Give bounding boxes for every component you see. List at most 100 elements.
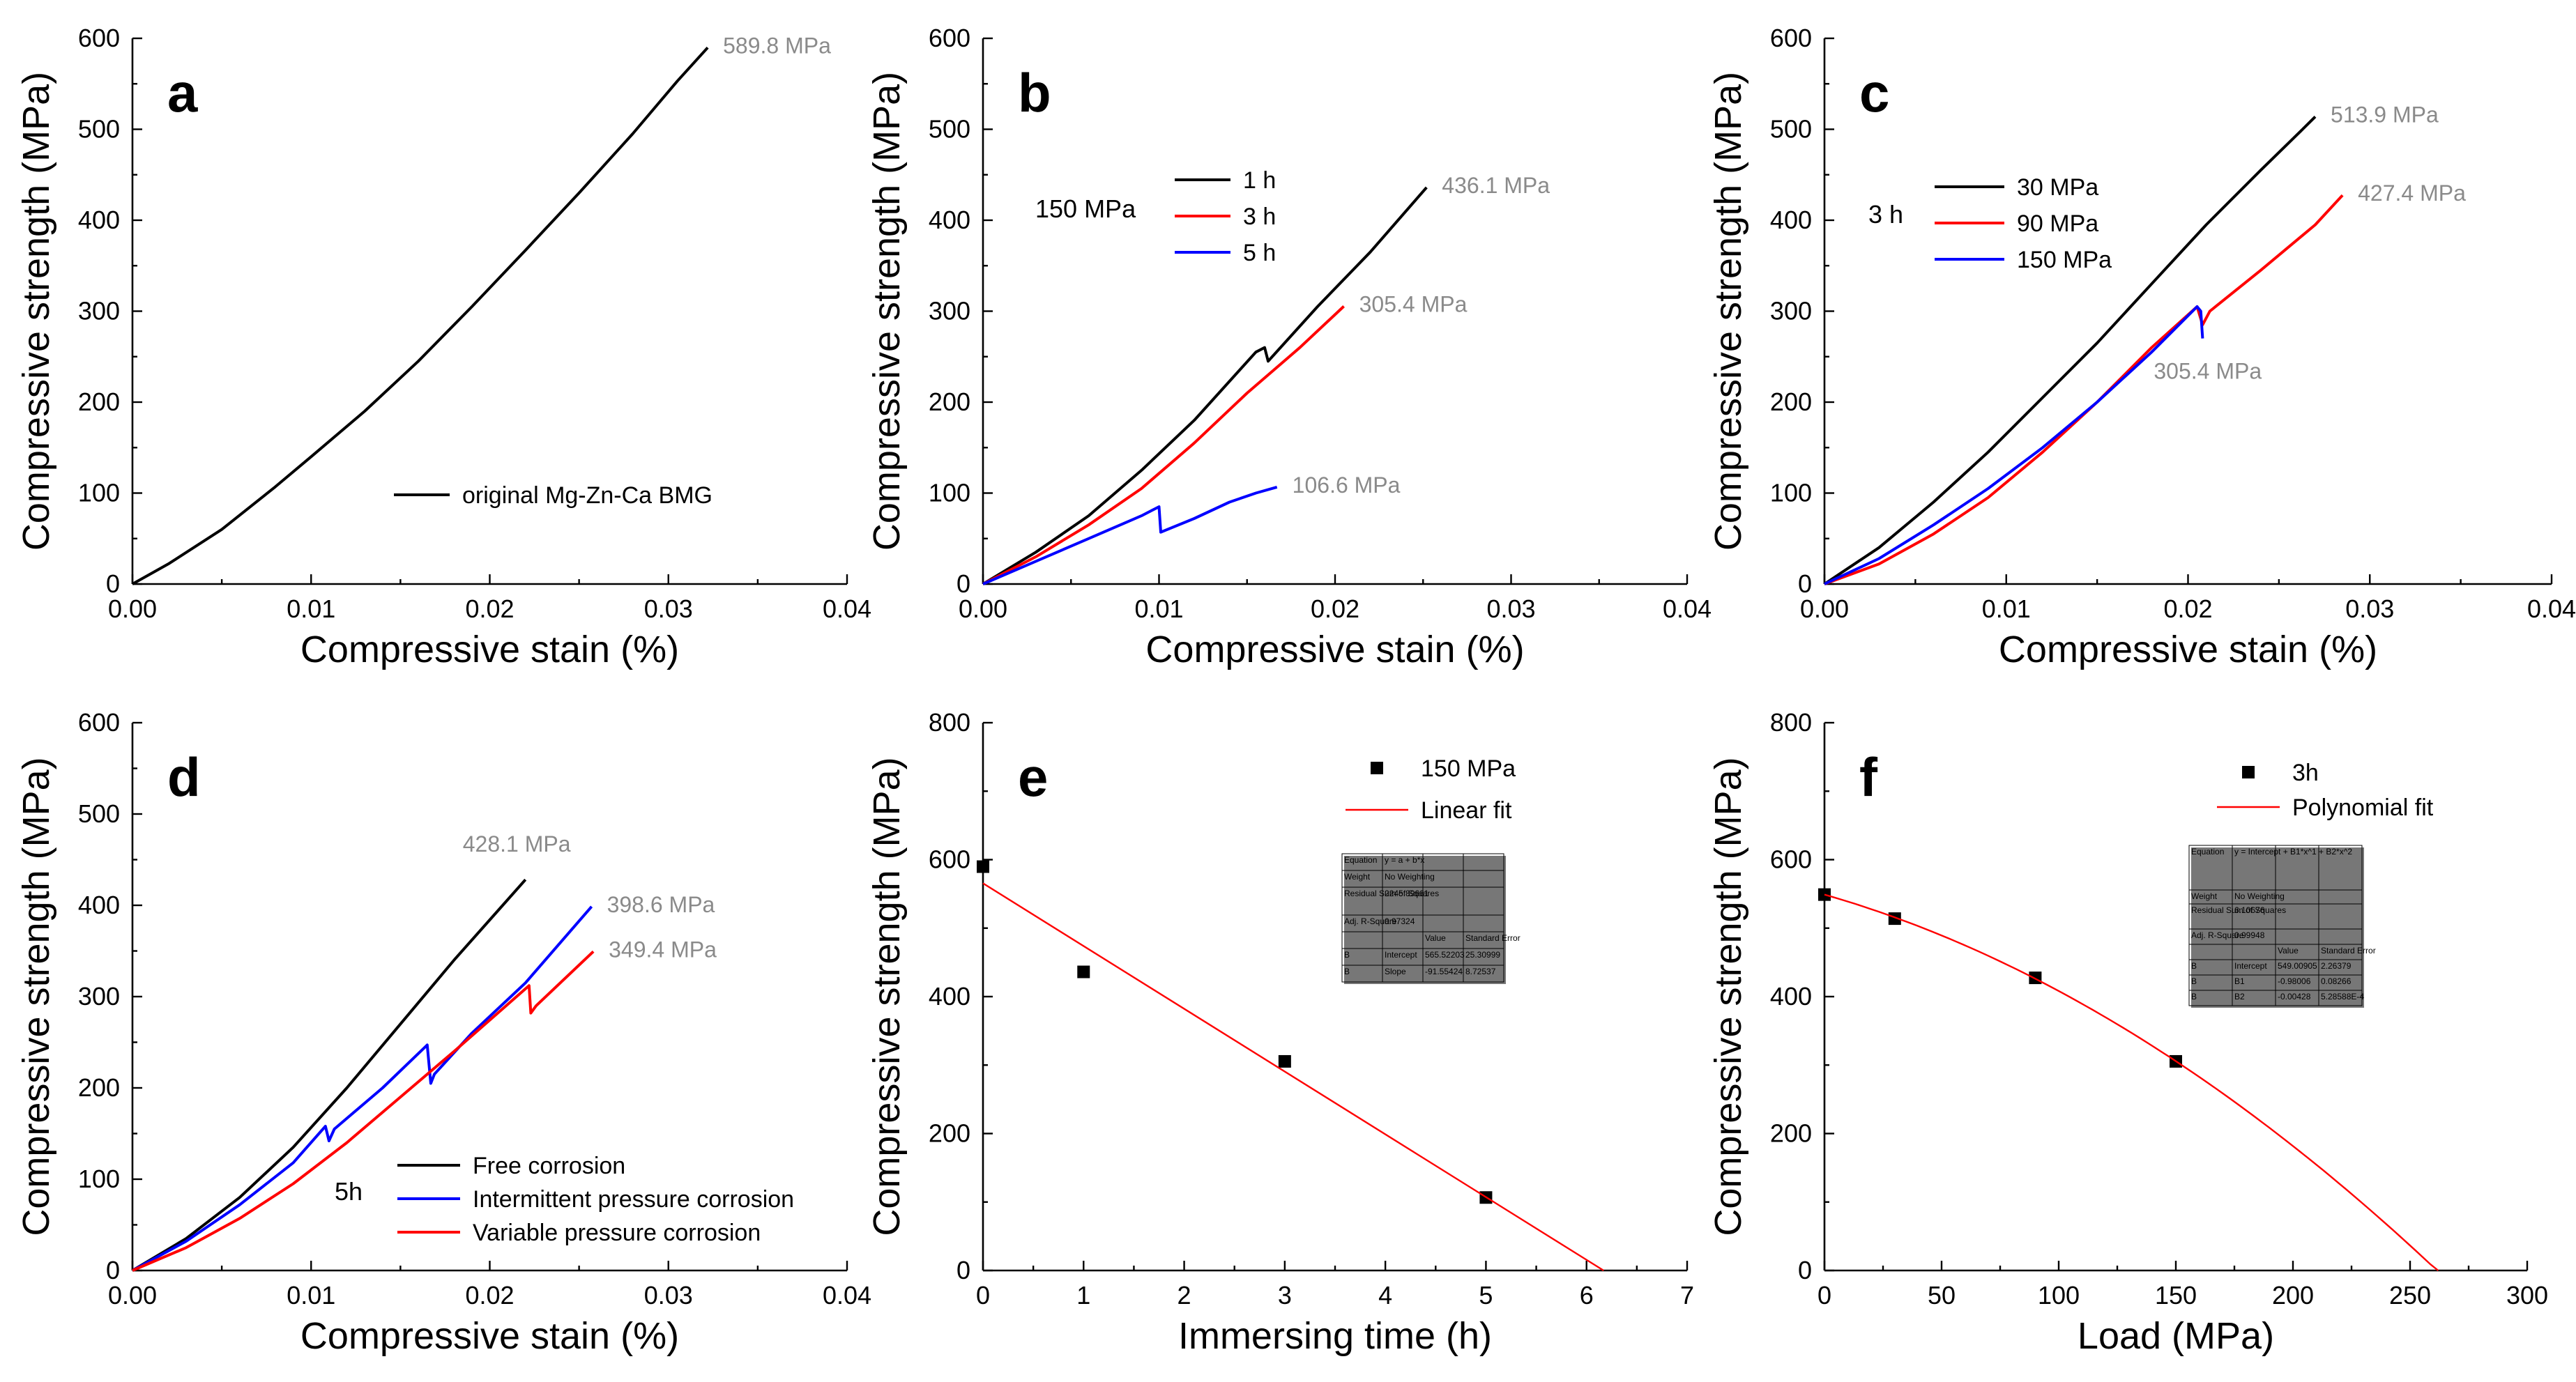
panel-c: 0.00 0.01 0.02 0.03 0.04 0 100 200 300 400 500 600 C…	[1707, 24, 2576, 670]
x-tick-label: 0.04	[1663, 594, 1712, 623]
table-cell: Intercept	[1385, 950, 1417, 960]
series-line	[132, 905, 593, 1272]
table-shadow	[1344, 856, 1506, 984]
y-axis-label: Compressive strength (MPa)	[866, 72, 908, 551]
y-tick-label: 400	[1770, 982, 1812, 1011]
x-tick-label: 0.04	[823, 594, 871, 623]
table-cell: Weight	[1344, 872, 1371, 882]
x-tick-label: 0.04	[2527, 594, 2576, 623]
x-axis-label: Immersing time (h)	[1178, 1315, 1492, 1357]
table-cell: Slope	[1385, 967, 1406, 976]
table-cell: 8.72537	[1465, 967, 1496, 976]
table-cell: 25.30999	[1465, 950, 1500, 960]
table-cell: Value	[1425, 933, 1446, 943]
x-tick-label: 0.00	[1800, 594, 1849, 623]
legend-label: 3 h	[1243, 204, 1276, 230]
series-line	[982, 485, 1278, 585]
y-tick-label: 200	[78, 1073, 120, 1102]
value-annotation: 305.4 MPa	[2154, 359, 2262, 384]
x-tick-label: 0.00	[959, 594, 1007, 623]
value-annotation: 436.1 MPa	[1442, 173, 1550, 198]
legend-label: Variable pressure corrosion	[473, 1220, 761, 1246]
y-tick-label: 600	[1770, 24, 1812, 52]
y-tick-label: 300	[929, 297, 970, 325]
y-tick-label: 200	[929, 1119, 970, 1148]
x-tick-label: 0	[1817, 1281, 1831, 1310]
x-tick-label: 0.03	[644, 1281, 693, 1310]
y-tick-label: 400	[1770, 206, 1812, 234]
panel-letter: a	[167, 62, 198, 123]
x-tick-label: 50	[1928, 1281, 1956, 1310]
legend-label: Linear fit	[1421, 797, 1512, 824]
x-tick-label: 5	[1479, 1281, 1493, 1310]
y-tick-label: 600	[929, 845, 970, 874]
table-cell: 6.10676	[2234, 905, 2265, 915]
legend-label: 150 MPa	[2017, 247, 2112, 273]
x-tick-label: 0.02	[465, 594, 514, 623]
panel-d: 0.00 0.01 0.02 0.03 0.04 0 100 200 300 400 500 600 C…	[15, 708, 871, 1357]
y-tick-label: 600	[78, 24, 120, 52]
x-tick-label: 0.03	[2345, 594, 2394, 623]
series-line	[131, 878, 527, 1272]
fit-line	[982, 882, 1604, 1272]
y-tick-label: 0	[106, 569, 120, 598]
table-cell: B	[2191, 961, 2197, 971]
legend-label: Intermittent pressure corrosion	[473, 1186, 794, 1213]
x-tick-label: 250	[2389, 1281, 2431, 1310]
y-tick-label: 600	[1770, 845, 1812, 874]
legend-label: Free corrosion	[473, 1153, 625, 1179]
table-cell: Residual Sum of Squares	[2191, 905, 2286, 915]
table-cell: Standard Error	[1465, 933, 1521, 943]
table-cell: Adj. R-Square	[2191, 930, 2244, 940]
panel-f: 0 50 100 150 200 250 300 0 200 400 600 800 Load (MPa…	[1707, 708, 2548, 1357]
series-line	[132, 950, 595, 1272]
y-tick-label: 600	[929, 24, 970, 52]
x-tick-label: 300	[2506, 1281, 2548, 1310]
series-line	[1824, 194, 2344, 585]
table-cell: B	[1344, 950, 1350, 960]
table-cell: y = Intercept + B1*x^1 + B2*x^2	[2234, 847, 2352, 857]
y-tick-label: 100	[78, 479, 120, 507]
x-axis-label: Load (MPa)	[2078, 1315, 2274, 1357]
table-cell: B	[2191, 992, 2197, 1001]
x-tick-label: 0.01	[287, 1281, 335, 1310]
x-tick-label: 0.01	[1134, 594, 1183, 623]
y-axis-label: Compressive strength (MPa)	[1707, 757, 1749, 1236]
panel-e: 0 1 2 3 4 5 6 7 0 200 400 600 800 Immersing time (h) C…	[866, 708, 1694, 1357]
legend-title: 5h	[335, 1177, 363, 1206]
series-line	[1824, 305, 2204, 585]
y-tick-label: 400	[78, 891, 120, 919]
table-cell: Equation	[1344, 855, 1377, 865]
y-tick-label: 0	[1798, 569, 1812, 598]
table-shadow	[2191, 847, 2364, 1008]
y-tick-label: 0	[1798, 1256, 1812, 1284]
legend-label: Polynomial fit	[2292, 794, 2434, 821]
y-tick-label: 300	[1770, 297, 1812, 325]
x-tick-label: 100	[2038, 1281, 2080, 1310]
panel-letter: c	[1859, 62, 1889, 123]
table-cell: 565.52203	[1425, 950, 1465, 960]
table-cell: 549.00905	[2278, 961, 2317, 971]
x-tick-label: 0.00	[108, 594, 157, 623]
y-tick-label: 200	[78, 387, 120, 416]
table-cell: 0.97324	[1385, 916, 1415, 926]
legend-label: 90 MPa	[2017, 210, 2098, 237]
series-line	[982, 186, 1428, 585]
table-cell: -0.00428	[2278, 992, 2311, 1001]
table-cell: -91.55424	[1425, 967, 1463, 976]
legend-marker	[2242, 766, 2255, 778]
x-tick-label: 0.01	[287, 594, 335, 623]
value-annotation: 106.6 MPa	[1293, 473, 1401, 498]
x-axis-label: Compressive stain (%)	[1145, 629, 1524, 670]
x-tick-label: 0.03	[644, 594, 693, 623]
table-cell: Residual Sum of Squares	[1344, 889, 1439, 898]
table-cell: Standard Error	[2321, 946, 2376, 955]
y-tick-label: 300	[78, 982, 120, 1011]
y-axis-label: Compressive strength (MPa)	[1707, 72, 1749, 551]
y-tick-label: 100	[78, 1165, 120, 1193]
y-tick-label: 500	[929, 115, 970, 144]
table-cell: No Weighting	[1385, 872, 1435, 882]
table-cell: 0.08266	[2321, 976, 2352, 986]
value-annotation: 398.6 MPa	[607, 892, 715, 917]
y-tick-label: 800	[929, 708, 970, 737]
